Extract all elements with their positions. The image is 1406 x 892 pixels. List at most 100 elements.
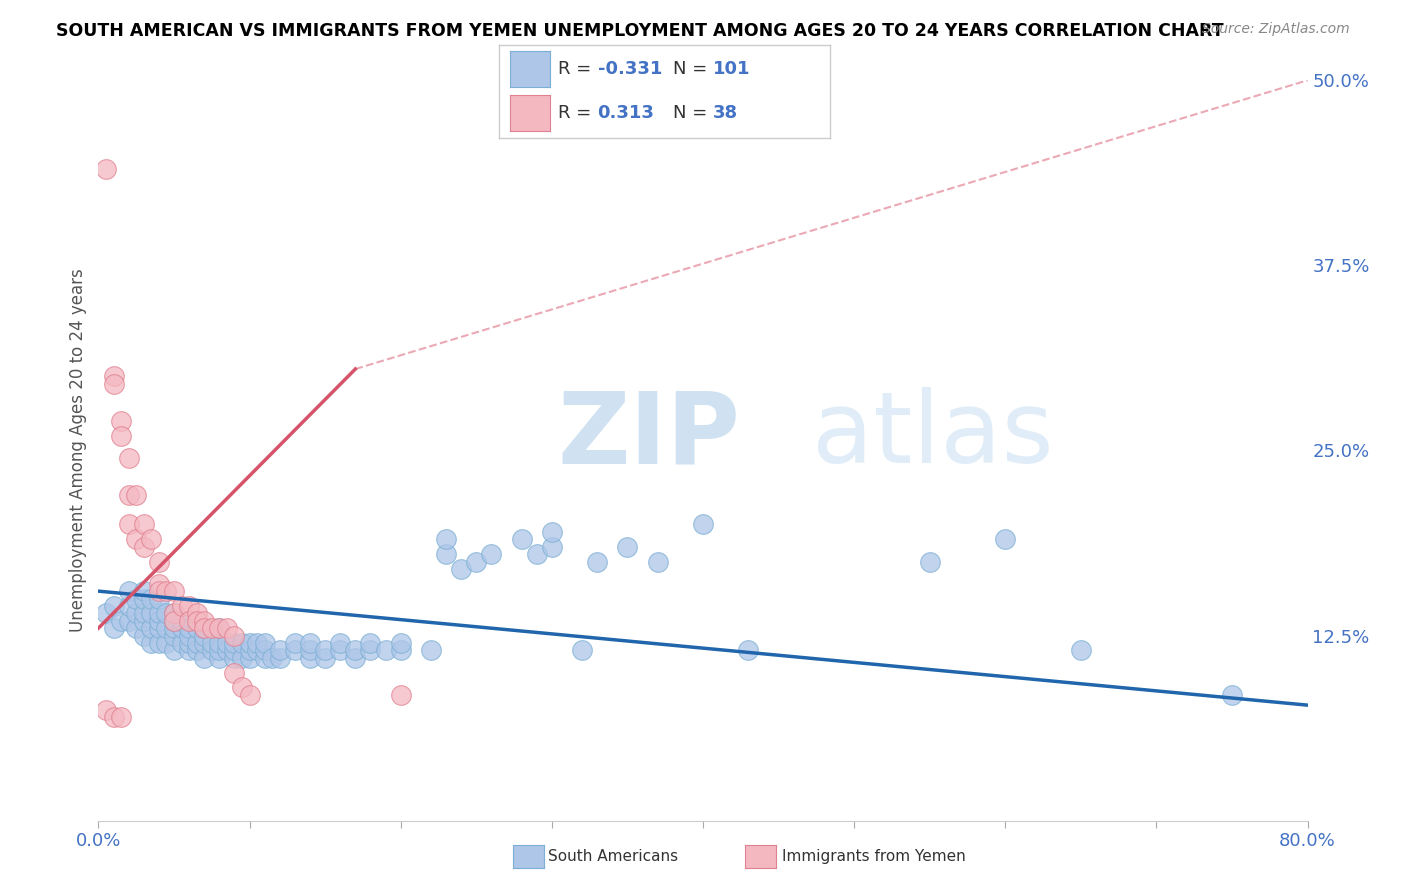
Point: [125, 488, 148, 502]
Point: [360, 636, 382, 650]
Point: [208, 621, 231, 635]
Point: [110, 710, 132, 724]
Point: [193, 614, 215, 628]
Point: [163, 614, 186, 628]
Point: [201, 621, 224, 635]
Point: [94, 607, 117, 621]
Point: [110, 614, 132, 628]
Point: [253, 643, 276, 657]
Point: [314, 643, 336, 657]
Point: [465, 555, 488, 569]
Point: [737, 643, 759, 657]
Point: [239, 643, 262, 657]
Point: [125, 591, 148, 606]
Point: [125, 607, 148, 621]
Point: [125, 621, 148, 635]
Point: [994, 533, 1017, 547]
Point: [118, 614, 141, 628]
Point: [148, 591, 170, 606]
Point: [163, 643, 186, 657]
Text: R =: R =: [558, 60, 598, 78]
Point: [201, 643, 224, 657]
Point: [148, 576, 170, 591]
Point: [125, 533, 148, 547]
Point: [141, 621, 163, 635]
Text: R =: R =: [558, 104, 598, 122]
Point: [186, 636, 208, 650]
Point: [132, 607, 155, 621]
Point: [201, 636, 224, 650]
Point: [118, 450, 141, 465]
Point: [193, 628, 215, 642]
Point: [148, 614, 170, 628]
Point: [647, 555, 669, 569]
Point: [224, 636, 246, 650]
Point: [231, 636, 253, 650]
Point: [94, 703, 117, 717]
Point: [253, 650, 276, 665]
Point: [224, 628, 246, 642]
Point: [103, 621, 125, 635]
Point: [329, 643, 352, 657]
Point: [239, 636, 262, 650]
Point: [193, 621, 215, 635]
Point: [269, 650, 291, 665]
Point: [163, 621, 186, 635]
Y-axis label: Unemployment Among Ages 20 to 24 years: Unemployment Among Ages 20 to 24 years: [69, 268, 87, 632]
Point: [170, 621, 193, 635]
Text: N =: N =: [673, 60, 713, 78]
Point: [148, 555, 170, 569]
Point: [284, 643, 307, 657]
Text: atlas: atlas: [811, 387, 1053, 484]
Text: Source: ZipAtlas.com: Source: ZipAtlas.com: [1202, 22, 1350, 37]
Point: [481, 547, 503, 561]
Point: [389, 688, 412, 702]
Point: [299, 643, 322, 657]
Point: [329, 636, 352, 650]
Point: [193, 636, 215, 650]
Point: [141, 533, 163, 547]
Point: [170, 636, 193, 650]
Point: [141, 607, 163, 621]
Point: [224, 650, 246, 665]
Point: [918, 555, 941, 569]
Point: [344, 650, 367, 665]
Point: [132, 591, 155, 606]
Point: [94, 162, 117, 177]
Point: [148, 584, 170, 599]
Point: [215, 636, 238, 650]
Point: [434, 547, 457, 561]
Text: 0.313: 0.313: [598, 104, 654, 122]
Text: Immigrants from Yemen: Immigrants from Yemen: [782, 849, 966, 863]
Point: [170, 599, 193, 613]
Point: [239, 650, 262, 665]
Point: [571, 643, 593, 657]
Point: [179, 614, 201, 628]
Point: [540, 540, 562, 554]
Point: [132, 628, 155, 642]
Point: [193, 650, 215, 665]
Point: [186, 621, 208, 635]
Point: [155, 584, 177, 599]
Point: [132, 614, 155, 628]
Text: N =: N =: [673, 104, 713, 122]
Point: [110, 428, 132, 442]
Point: [193, 621, 215, 635]
Point: [118, 488, 141, 502]
Point: [208, 650, 231, 665]
Text: SOUTH AMERICAN VS IMMIGRANTS FROM YEMEN UNEMPLOYMENT AMONG AGES 20 TO 24 YEARS C: SOUTH AMERICAN VS IMMIGRANTS FROM YEMEN …: [56, 22, 1223, 40]
Point: [103, 710, 125, 724]
Point: [450, 562, 472, 576]
Point: [155, 636, 177, 650]
Point: [246, 636, 269, 650]
Point: [224, 643, 246, 657]
Point: [148, 621, 170, 635]
Point: [186, 643, 208, 657]
Point: [1070, 643, 1092, 657]
Text: 101: 101: [713, 60, 751, 78]
Point: [118, 599, 141, 613]
Point: [299, 636, 322, 650]
Point: [215, 621, 238, 635]
Point: [141, 636, 163, 650]
Point: [434, 533, 457, 547]
